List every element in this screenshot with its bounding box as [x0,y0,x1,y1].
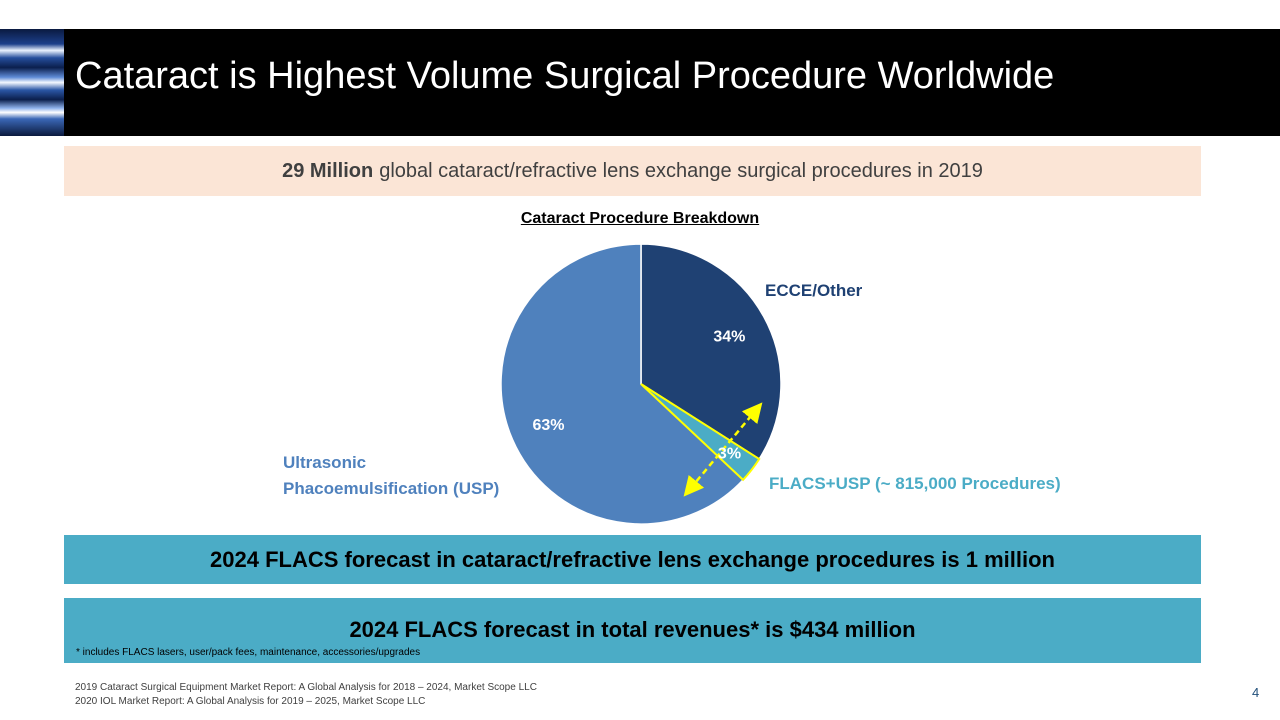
title-bar: Cataract is Highest Volume Surgical Proc… [0,29,1280,136]
forecast-revenue-text: 2024 FLACS forecast in total revenues* i… [349,617,916,642]
forecast-procedures-band: 2024 FLACS forecast in cataract/refracti… [64,535,1201,584]
legend-flacs-usp: FLACS+USP (~ 815,000 Procedures) [769,474,1061,493]
source-line-2: 2020 IOL Market Report: A Global Analysi… [75,696,426,707]
pie-slice-2 [500,243,745,525]
legend-usp-line2: Phacoemulsification (USP) [283,479,500,498]
legend-ecce-other: ECCE/Other [765,281,863,300]
summary-bold: 29 Million [282,159,374,182]
pie-label-1: 3% [718,446,741,463]
source-line-1: 2019 Cataract Surgical Equipment Market … [75,682,537,693]
flacs-arrow [683,402,763,497]
legend-usp-line1: Ultrasonic [283,453,367,472]
logo-image [0,29,64,136]
page-title: Cataract is Highest Volume Surgical Proc… [75,55,1055,97]
summary-text: global cataract/refractive lens exchange… [379,159,983,182]
footnote: * includes FLACS lasers, user/pack fees,… [76,647,421,658]
pie-label-0: 34% [713,328,745,345]
summary-band: 29 Million global cataract/refractive le… [64,146,1201,196]
chart-title: Cataract Procedure Breakdown [520,210,760,227]
page-number: 4 [1252,685,1260,700]
pie-label-2: 63% [532,417,564,434]
sources: 2019 Cataract Surgical Equipment Market … [75,681,537,709]
forecast-revenue-band: 2024 FLACS forecast in total revenues* i… [64,598,1201,663]
